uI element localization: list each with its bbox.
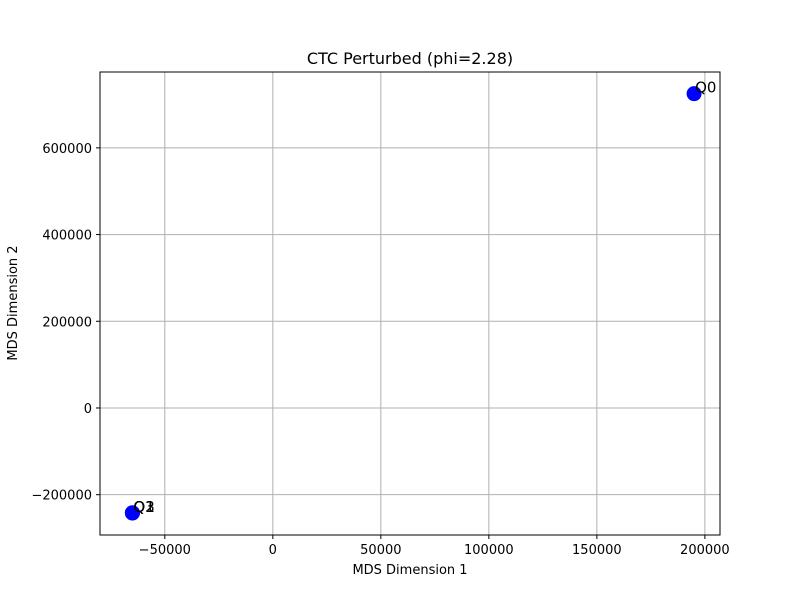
x-axis-label: MDS Dimension 1 (352, 563, 467, 578)
x-tick-label: 100000 (464, 543, 514, 558)
x-tick-label: 150000 (572, 543, 622, 558)
plot-frame (99, 71, 721, 536)
y-tick-label: 0 (84, 402, 92, 417)
point-label: Q3 (133, 498, 154, 516)
plot-background (100, 72, 720, 535)
y-tick-label: 200000 (42, 315, 92, 330)
point-label: Q1 (133, 498, 154, 516)
y-axis-label: MDS Dimension 2 (6, 245, 21, 360)
y-tick-label: −200000 (31, 489, 92, 504)
x-tick-label: 200000 (680, 543, 730, 558)
y-tick-label: 600000 (42, 142, 92, 157)
data-point (124, 505, 140, 521)
x-tick-label: −50000 (139, 543, 191, 558)
point-label: Q2 (133, 498, 154, 516)
point-label: Q0 (695, 79, 716, 97)
chart-title: CTC Perturbed (phi=2.28) (307, 49, 513, 68)
x-tick-label: 50000 (360, 543, 401, 558)
x-tick-label: 0 (269, 543, 277, 558)
y-tick-label: 400000 (42, 229, 92, 244)
grid-lines (100, 72, 720, 535)
axis-ticks: −50000 0 50000 100000 150000 200000 −200000 0 20… (31, 142, 729, 558)
data-point (686, 86, 702, 102)
